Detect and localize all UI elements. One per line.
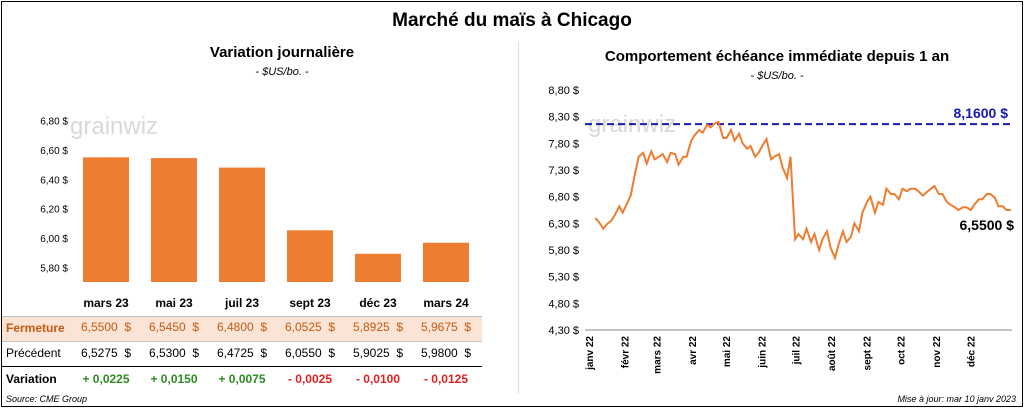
line-y-tick-label: 4,80 $: [548, 298, 579, 310]
fermeture-cell: 6,4800 $: [216, 320, 268, 334]
fermeture-cell: 6,0525 $: [284, 320, 336, 334]
fermeture-cell: 5,8925 $: [352, 320, 404, 334]
right-chart-title: Comportement échéance immédiate depuis 1…: [604, 48, 950, 65]
line-y-tick-label: 4,30 $: [548, 325, 579, 337]
bar-chart: 5,80 $ 6,00 $ 6,20 $ 6,40 $ 6,60 $ 6,80 $ mar…: [40, 113, 469, 310]
line-x-tick-label: juil 22: [792, 336, 803, 366]
line-y-tick-label: 5,80 $: [548, 245, 579, 257]
target-label: 8,1600 $: [954, 105, 1009, 121]
line-x-tick-label: sept 22: [862, 336, 873, 371]
line-x-tick-label: mars 22: [652, 336, 663, 374]
panel-divider: [518, 42, 519, 394]
precedent-cell: 6,5300 $: [148, 346, 200, 360]
bar-y-tick-label: 6,40 $: [40, 175, 68, 186]
left-chart-title: Variation journalière: [209, 44, 355, 61]
line-x-tick-label: nov 22: [932, 336, 943, 368]
line-x-tick-label: mai 22: [722, 336, 733, 368]
main-title: Marché du maïs à Chicago: [392, 10, 632, 31]
fermeture-cell: 6,5500 $: [80, 320, 132, 334]
line-x-tick-label: janv 22: [585, 336, 596, 371]
fermeture-cell: 6,5450 $: [148, 320, 200, 334]
line-y-tick-label: 8,80 $: [548, 85, 579, 97]
variation-cell: - 0,0100: [355, 372, 401, 386]
precedent-row: Précédent: [2, 342, 482, 366]
line-y-tick-label: 7,30 $: [548, 165, 579, 177]
line-x-tick-label: avr 22: [688, 336, 699, 365]
bar-x-label: déc 23: [359, 296, 397, 310]
update-text: Mise à jour: mar 10 janv 2023: [897, 394, 1016, 404]
line-y-tick-label: 5,30 $: [548, 272, 579, 284]
line-y-tick-label: 8,30 $: [548, 112, 579, 124]
bar-y-tick-label: 6,60 $: [40, 146, 68, 157]
precedent-cell: 5,9025 $: [352, 346, 404, 360]
bar-5: [355, 253, 401, 282]
bar-2: [151, 158, 197, 282]
bar-series: mars 23 mai 23 juil 23 sept 23 déc 23 mars 24: [83, 157, 469, 310]
source-text: Source: CME Group: [6, 394, 88, 404]
variation-cell: + 0,0150: [150, 372, 198, 386]
bar-y-tick-label: 5,80 $: [40, 263, 68, 274]
line-y-axis: 4,30 $ 4,80 $ 5,30 $ 5,80 $ 6,30 $ 6,80 $ 7,30…: [548, 85, 579, 337]
variation-cell: - 0,0025: [287, 372, 333, 386]
table-divider: [2, 366, 482, 367]
line-x-tick-label: oct 22: [897, 336, 908, 365]
precedent-label: Précédent: [6, 346, 61, 360]
line-x-axis: janv 22 févr 22 mars 22 avr 22 mai 22 juin 22…: [585, 329, 1012, 374]
line-y-tick-label: 7,80 $: [548, 138, 579, 150]
variation-cell: - 0,0125: [423, 372, 469, 386]
bar-6: [423, 242, 469, 282]
bar-x-label: sept 23: [289, 296, 331, 310]
left-chart-unit: - $US/bo. -: [255, 66, 309, 78]
precedent-cell: 6,5275 $: [80, 346, 132, 360]
bar-y-tick-label: 6,20 $: [40, 205, 68, 216]
bar-1: [83, 157, 129, 282]
last-price-label: 6,5500 $: [960, 217, 1015, 233]
precedent-cell: 6,4725 $: [216, 346, 268, 360]
bar-4: [287, 230, 333, 282]
bar-y-axis: 5,80 $ 6,00 $ 6,20 $ 6,40 $ 6,60 $ 6,80 $: [40, 117, 68, 275]
bar-x-label: mai 23: [155, 296, 193, 310]
price-line: [594, 120, 1011, 262]
bar-x-label: juil 23: [224, 296, 259, 310]
bar-y-tick-label: 6,00 $: [40, 234, 68, 245]
variation-label: Variation: [6, 372, 57, 386]
line-y-tick-label: 6,30 $: [548, 218, 579, 230]
bar-x-label: mars 23: [83, 296, 129, 310]
fermeture-cell: 5,9675 $: [420, 320, 472, 334]
line-y-tick-label: 6,80 $: [548, 192, 579, 204]
fermeture-row: Fermeture: [2, 316, 482, 342]
bar-x-label: mars 24: [423, 296, 469, 310]
left-watermark: grainwiz: [70, 113, 158, 140]
variation-cell: + 0,0225: [82, 372, 130, 386]
line-chart: 4,30 $ 4,80 $ 5,30 $ 5,80 $ 6,30 $ 6,80 $ 7,30…: [548, 85, 1015, 374]
right-chart-unit: - $US/bo. -: [750, 70, 804, 82]
line-x-tick-label: févr 22: [620, 336, 631, 369]
bar-3: [219, 167, 265, 282]
line-x-tick-label: déc 22: [966, 336, 977, 368]
line-x-tick-label: juin 22: [757, 336, 768, 369]
line-x-tick-label: août 22: [827, 336, 838, 371]
precedent-cell: 5,9800 $: [420, 346, 472, 360]
variation-cell: + 0,0075: [218, 372, 266, 386]
precedent-cell: 6,0550 $: [284, 346, 336, 360]
bar-y-tick-label: 6,80 $: [40, 117, 68, 128]
fermeture-label: Fermeture: [6, 321, 65, 335]
variation-row: Variation: [2, 368, 482, 392]
